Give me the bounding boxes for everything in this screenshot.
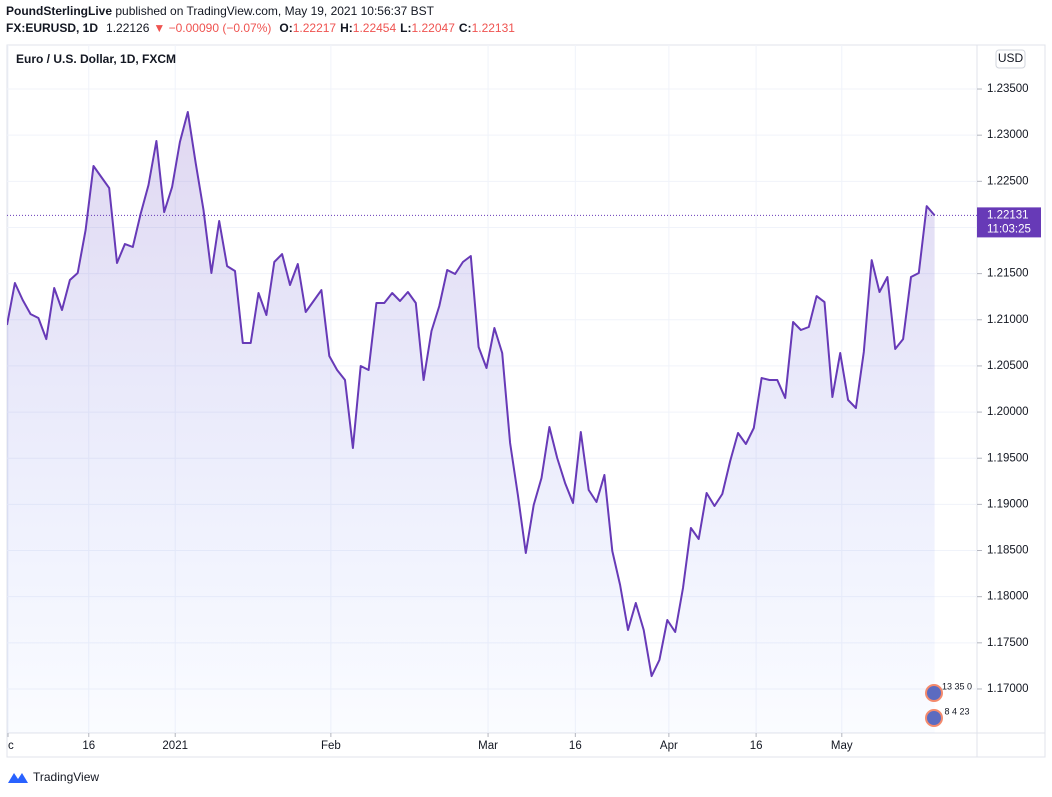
last: 1.22126 [106, 21, 150, 35]
ohlc-value: 1.22131 [472, 21, 516, 35]
x-tick-label: 16 [82, 740, 95, 752]
currency-box [995, 49, 1026, 69]
footer: TradingView [8, 770, 99, 784]
publisher: PoundSterlingLive [6, 4, 112, 18]
ohlc-label: L: [400, 21, 411, 35]
ohlc-value: 1.22217 [293, 21, 337, 35]
ohlc-value: 1.22047 [412, 21, 456, 35]
area [7, 112, 935, 733]
published: published on TradingView.com, May 19, 20… [112, 4, 435, 18]
chart-title: Euro / U.S. Dollar, 1D, FXCM [16, 52, 176, 66]
header-line: PoundSterlingLive published on TradingVi… [6, 4, 435, 18]
y-tick-label: 1.23500 [987, 83, 1029, 95]
ohlc-value: 1.22454 [353, 21, 397, 35]
symbol: FX:EURUSD, 1D [6, 21, 98, 35]
event-icon [925, 709, 943, 727]
last-price: 1.22131 [987, 209, 1029, 221]
ohlc-label: H: [340, 21, 353, 35]
logo [8, 773, 28, 783]
ohlc-label: C: [459, 21, 472, 35]
x-tick-label: 16 [750, 740, 763, 752]
countdown: 11:03:25 [987, 223, 1031, 235]
plot [7, 111, 977, 733]
x-tick-label: c [8, 740, 14, 752]
y-tick-label: 1.23000 [987, 129, 1029, 141]
last-price-box [977, 207, 1041, 238]
event-icon [925, 684, 943, 702]
event-label: 8 4 23 [944, 706, 969, 716]
y-tick-label: 1.21000 [987, 314, 1029, 326]
y-tick-label: 1.18000 [987, 591, 1029, 603]
x-tick-label: Apr [660, 740, 678, 752]
quote-line: FX:EURUSD, 1D 1.22126 ▼ −0.00090 (−0.07%) O… [6, 21, 515, 35]
y-tick-label: 1.18500 [987, 545, 1029, 557]
x-tick-label: 2021 [162, 740, 188, 752]
y-tick-label: 1.17000 [987, 683, 1029, 695]
y-tick-label: 1.20000 [987, 406, 1029, 418]
line [7, 111, 936, 678]
brand: TradingView [33, 770, 99, 784]
ohlc-label: O: [279, 21, 292, 35]
change: ▼ −0.00090 (−0.07%) [153, 21, 271, 35]
x-tick-label: Feb [321, 740, 341, 752]
y-tick-label: 1.22500 [987, 175, 1029, 187]
x-tick-label: Mar [478, 740, 498, 752]
y-tick-label: 1.20500 [987, 360, 1029, 372]
y-tick-label: 1.19500 [987, 452, 1029, 464]
y-tick-label: 1.19000 [987, 498, 1029, 510]
axes: 1.235001.230001.225001.220001.215001.210… [7, 83, 1041, 752]
currency: USD [998, 51, 1024, 65]
y-tick-label: 1.21500 [987, 268, 1029, 280]
x-tick-label: May [831, 740, 853, 752]
x-tick-label: 16 [569, 740, 582, 752]
event-label: 13 35 0 [942, 681, 972, 691]
y-tick-label: 1.17500 [987, 637, 1029, 649]
